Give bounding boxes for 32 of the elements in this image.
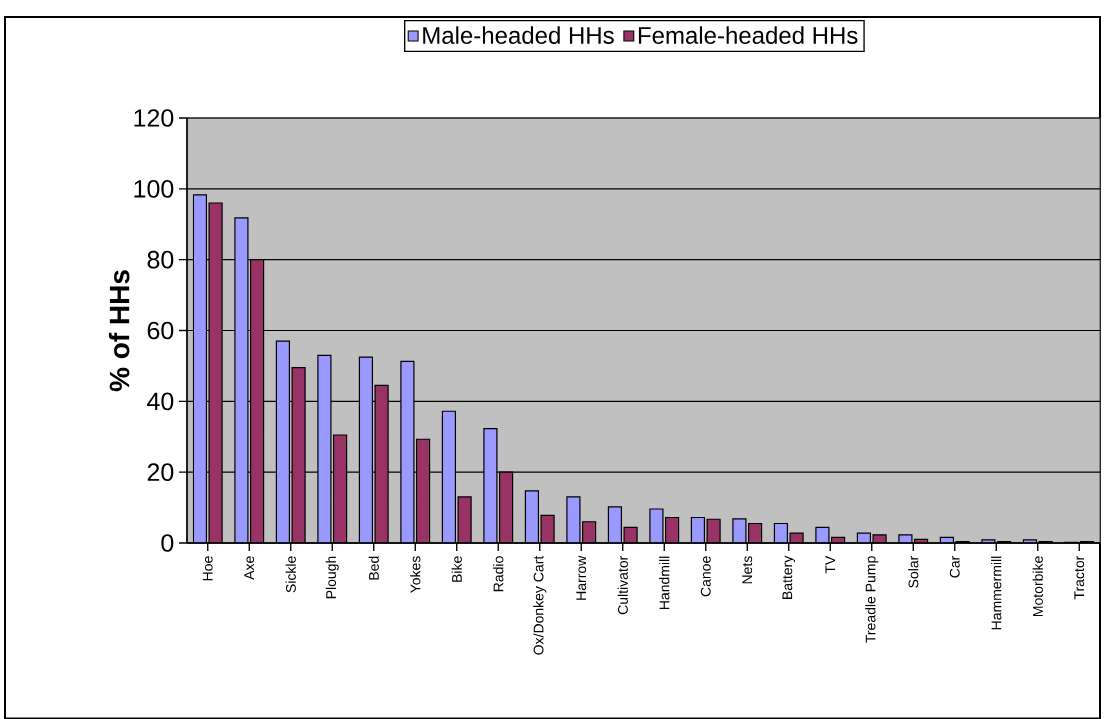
x-tick-label: Axe: [244, 556, 255, 580]
x-tick-label: Motorbike: [1032, 556, 1043, 617]
x-tick-label: Yokes: [410, 556, 421, 594]
x-tick-label: Nets: [742, 556, 753, 584]
x-tick-label: TV: [825, 555, 836, 574]
x-tick-label: Cultivator: [617, 555, 628, 615]
x-tick-label: Sickle: [285, 556, 296, 593]
x-tick-label: Bike: [451, 556, 462, 582]
y-tick-label: 60: [147, 321, 174, 340]
x-tick-label: Treadle Pump: [865, 556, 879, 643]
legend-label: Male-headed HHs: [423, 26, 614, 44]
y-tick-label: 120: [134, 109, 174, 127]
x-tick-label: Plough: [325, 556, 339, 599]
x-tick-label: Hoe: [202, 556, 213, 581]
x-tick-label: Radio: [493, 556, 504, 592]
legend-label: Female-headed HHs: [638, 26, 858, 44]
x-tick-label: Ox/Donkey Cart: [533, 555, 547, 655]
x-tick-label: Tractor: [1074, 555, 1085, 600]
x-tick-label: Canoe: [700, 556, 711, 597]
y-tick-label: 20: [147, 463, 174, 482]
x-tick-label: Car: [949, 555, 960, 578]
x-tick-label: Bed: [368, 556, 379, 580]
y-tick-label: 40: [147, 392, 174, 411]
x-tick-label: Battery: [782, 555, 796, 599]
y-tick-label: 80: [147, 250, 174, 269]
x-tick-label: Handmill: [659, 556, 670, 610]
x-tick-label: Hammermill: [991, 556, 1002, 630]
x-tick-label: Harrow: [576, 555, 587, 600]
y-tick-label: 100: [134, 179, 174, 198]
y-axis-title: % of HHs: [108, 270, 130, 392]
y-tick-label: 0: [161, 534, 174, 552]
x-tick-label: Solar: [908, 555, 919, 588]
